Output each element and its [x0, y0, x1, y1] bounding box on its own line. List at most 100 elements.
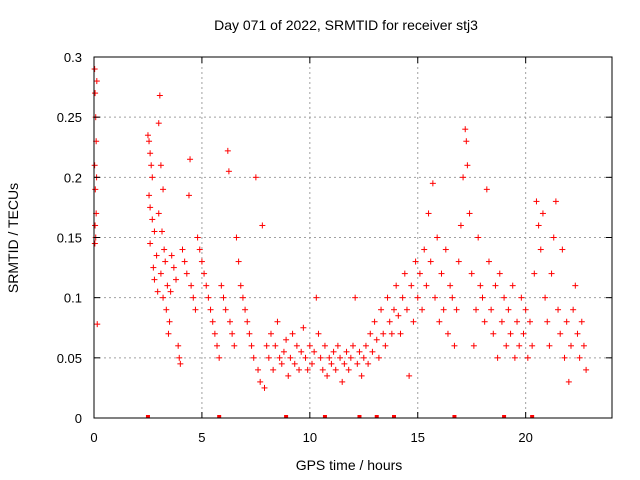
data-point — [520, 330, 527, 337]
data-point — [160, 186, 167, 193]
data-point — [485, 258, 492, 265]
data-point — [317, 354, 324, 361]
data-point — [552, 198, 559, 205]
data-point — [185, 192, 192, 199]
y-axis-label: SRMTID / TECUs — [5, 183, 21, 293]
x-tick-label: 0 — [90, 430, 97, 445]
data-point — [151, 228, 158, 235]
data-point — [526, 318, 533, 325]
data-point — [161, 246, 168, 253]
axis-marker — [374, 415, 379, 418]
data-point — [470, 342, 477, 349]
data-points — [91, 66, 590, 391]
data-point — [168, 252, 175, 259]
data-point — [481, 318, 488, 325]
data-point — [218, 282, 225, 289]
data-point — [162, 258, 169, 265]
data-point — [326, 354, 333, 361]
data-point — [192, 306, 199, 313]
data-point — [412, 258, 419, 265]
data-point — [449, 294, 456, 301]
data-point — [522, 306, 529, 313]
data-point — [464, 162, 471, 169]
data-point — [406, 372, 413, 379]
data-point — [337, 354, 344, 361]
data-point — [334, 342, 341, 349]
data-point — [509, 282, 516, 289]
axis-marker — [392, 415, 397, 418]
data-point — [403, 306, 410, 313]
x-tick-label: 5 — [198, 430, 205, 445]
data-point — [444, 330, 451, 337]
data-point — [436, 318, 443, 325]
data-point — [92, 90, 99, 97]
data-point — [419, 306, 426, 313]
data-point — [214, 342, 221, 349]
data-point — [201, 270, 208, 277]
data-point — [453, 306, 460, 313]
data-point — [163, 306, 170, 313]
data-point — [270, 366, 277, 373]
data-point — [466, 210, 473, 217]
y-tick-label: 0.2 — [64, 170, 82, 185]
data-point — [285, 372, 292, 379]
data-point — [557, 330, 564, 337]
data-point — [429, 180, 436, 187]
data-point — [440, 306, 447, 313]
data-point — [382, 342, 389, 349]
data-point — [165, 330, 172, 337]
data-point — [451, 342, 458, 349]
data-point — [203, 282, 210, 289]
data-point — [343, 348, 350, 355]
data-point — [196, 246, 203, 253]
data-point — [369, 348, 376, 355]
data-point — [434, 234, 441, 241]
data-point — [567, 342, 574, 349]
axis-marker — [322, 415, 327, 418]
data-point — [246, 330, 253, 337]
data-point — [384, 294, 391, 301]
data-point — [250, 354, 257, 361]
data-point — [490, 330, 497, 337]
axis-marker — [217, 415, 222, 418]
data-point — [421, 246, 428, 253]
data-point — [263, 342, 270, 349]
data-point — [432, 294, 439, 301]
data-point — [362, 342, 369, 349]
data-point — [205, 294, 212, 301]
data-point — [190, 294, 197, 301]
data-point — [410, 318, 417, 325]
data-point — [209, 318, 216, 325]
data-point — [529, 342, 536, 349]
data-point — [391, 306, 398, 313]
data-point — [479, 294, 486, 301]
data-point — [156, 92, 163, 99]
data-point — [92, 186, 99, 193]
x-tick-label: 20 — [518, 430, 532, 445]
data-point — [354, 360, 361, 367]
data-point — [216, 354, 223, 361]
data-point — [319, 366, 326, 373]
data-point — [542, 294, 549, 301]
data-point — [293, 342, 300, 349]
data-point — [194, 234, 201, 241]
data-point — [580, 342, 587, 349]
data-point — [149, 216, 156, 223]
data-point — [306, 342, 313, 349]
data-point — [511, 354, 518, 361]
data-point — [518, 294, 525, 301]
x-tick-labels: 0 5 10 15 20 — [90, 430, 533, 445]
data-point — [544, 318, 551, 325]
data-point — [550, 234, 557, 241]
data-point — [93, 78, 100, 85]
data-point — [397, 330, 404, 337]
data-point — [147, 240, 154, 247]
data-point — [224, 147, 231, 154]
data-point — [146, 138, 153, 145]
data-point — [539, 210, 546, 217]
data-point — [367, 330, 374, 337]
data-point — [501, 294, 508, 301]
y-tick-label: 0.25 — [57, 110, 82, 125]
data-point — [393, 282, 400, 289]
